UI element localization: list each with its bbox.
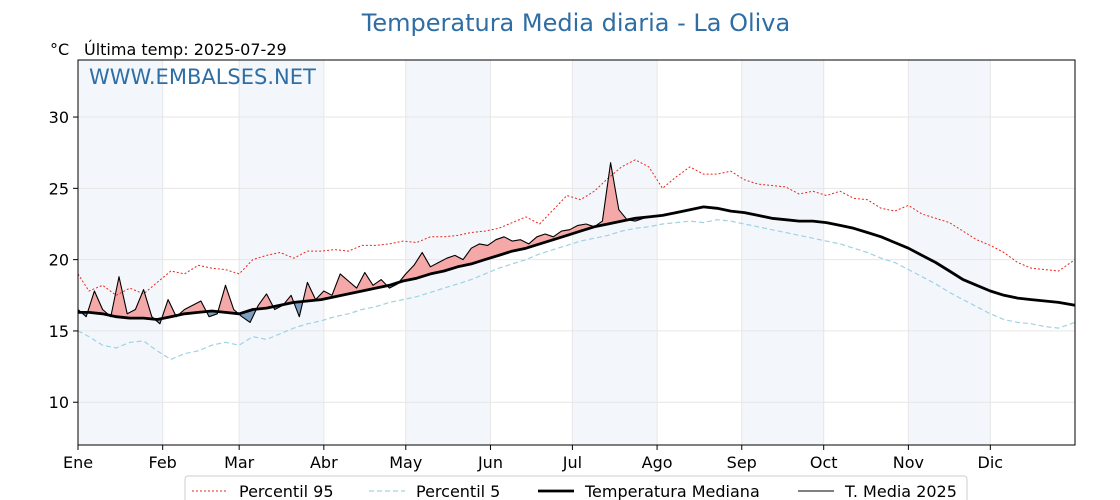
x-tick-label: Ene (63, 453, 93, 472)
x-tick-label: Abr (310, 453, 338, 472)
series-line-t-media-2025 (77, 162, 650, 325)
series-line-percentil-95 (77, 159, 1076, 296)
x-tick-label: Dic (978, 453, 1004, 472)
y-tick-label: 30 (49, 108, 69, 127)
y-tick-label: 10 (49, 393, 69, 412)
x-tick-label: Feb (149, 453, 177, 472)
x-tick-label: May (389, 453, 422, 472)
month-shade-band (239, 60, 324, 445)
plot-frame (77, 59, 1076, 446)
month-shade-band (908, 60, 991, 445)
legend-label: Temperatura Mediana (584, 482, 760, 500)
y-unit-label: °C (50, 40, 69, 59)
plot-area: 10 15 20 25 30 Ene Feb Mar Abr May Jun Jul Ago Sep Oct… (49, 59, 1076, 472)
x-tick-label: Nov (893, 453, 924, 472)
fill-above-median (78, 162, 649, 320)
y-tick-label: 20 (49, 251, 69, 270)
x-tick-label: Jun (477, 453, 503, 472)
last-temp-label: Última temp: 2025-07-29 (84, 40, 287, 59)
y-tick-label: 25 (49, 179, 69, 198)
month-shade-band (572, 60, 658, 445)
legend-label: T. Media 2025 (844, 482, 957, 500)
x-tick-label: Mar (224, 453, 255, 472)
x-tick-label: Sep (727, 453, 757, 472)
month-shade-band (741, 60, 824, 445)
legend: Percentil 95 Percentil 5 Temperatura Media… (184, 475, 968, 500)
x-tick-label: Jul (562, 453, 582, 472)
y-tick-label: 15 (49, 322, 69, 341)
x-tick-label: Ago (642, 453, 673, 472)
legend-label: Percentil 5 (416, 482, 500, 500)
x-tick-label: Oct (810, 453, 838, 472)
watermark: WWW.EMBALSES.NET (89, 65, 316, 89)
legend-box (184, 475, 968, 500)
series-line-percentil-5 (77, 219, 1076, 360)
series-line-temperatura-mediana (78, 205, 1076, 321)
chart-title: Temperatura Media diaria - La Oliva (361, 9, 790, 37)
month-shade-band (78, 60, 163, 445)
legend-label: Percentil 95 (239, 482, 334, 500)
